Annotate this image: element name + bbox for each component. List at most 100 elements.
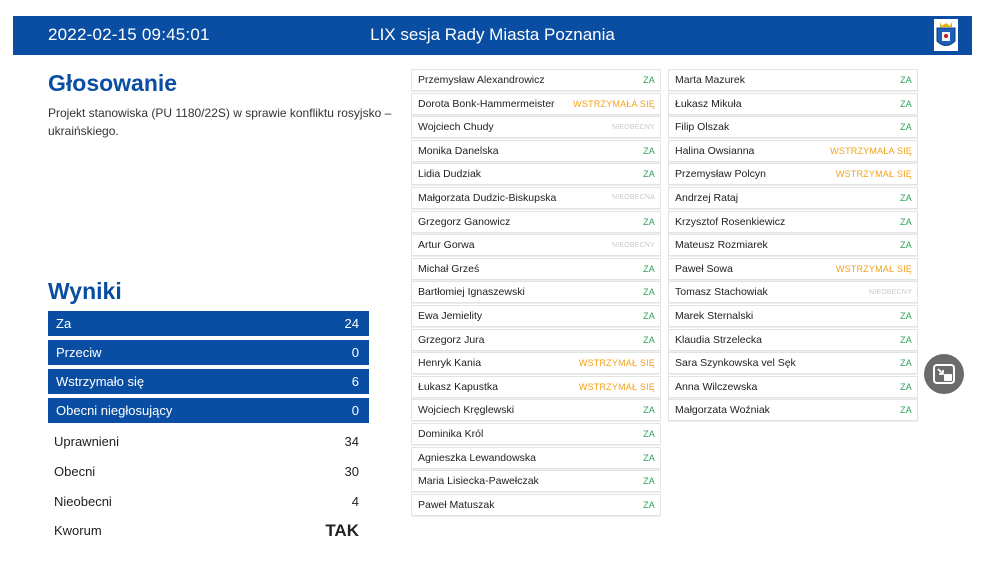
stat-label: Uprawnieni (54, 434, 120, 449)
councillor-name: Paweł Matuszak (418, 498, 495, 511)
session-datetime: 2022-02-15 09:45:01 (48, 25, 210, 44)
vote-row: Halina Owsianna WSTRZYMAŁA SIĘ (668, 139, 918, 162)
vote-value: ZA (900, 381, 912, 392)
councillor-name: Łukasz Mikuła (675, 97, 742, 110)
stat-uprawnieni: Uprawnieni 34 (48, 429, 369, 454)
vote-row: Łukasz Mikuła ZA (668, 92, 918, 115)
result-label: Za (56, 316, 72, 331)
vote-row: Filip Olszak ZA (668, 116, 918, 139)
vote-value: ZA (643, 476, 655, 487)
vote-row: Ewa Jemielity ZA (411, 304, 661, 327)
councillor-name: Halina Owsianna (675, 144, 755, 157)
vote-row: Agnieszka Lewandowska ZA (411, 446, 661, 469)
stat-value: 30 (344, 464, 359, 479)
councillor-name: Michał Grześ (418, 262, 480, 275)
vote-value: ZA (900, 310, 912, 321)
councillor-name: Grzegorz Jura (418, 333, 485, 346)
vote-value: ZA (643, 334, 655, 345)
councillor-name: Sara Szynkowska vel Sęk (675, 357, 796, 370)
councillor-name: Przemysław Alexandrowicz (418, 74, 545, 86)
vote-row: Dorota Bonk-Hammermeister WSTRZYMAŁA SIĘ (411, 92, 661, 115)
councillor-name: Maria Lisiecka-Pawełczak (418, 475, 539, 488)
result-label: Przeciw (56, 345, 102, 360)
vote-row: Bartłomiej Ignaszewski ZA (411, 281, 661, 304)
vote-value: ZA (643, 310, 655, 321)
vote-value: ZA (643, 287, 655, 298)
vote-row: Małgorzata Dudzic-Biskupska NIEOBECNA (411, 186, 661, 209)
councillor-name: Dominika Król (418, 427, 484, 440)
vote-row: Tomasz Stachowiak NIEOBECNY (668, 281, 918, 304)
councillor-name: Marta Mazurek (675, 74, 746, 86)
vote-value: ZA (900, 75, 912, 85)
result-label: Obecni niegłosujący (56, 403, 173, 418)
vote-row: Grzegorz Ganowicz ZA (411, 210, 661, 233)
vote-value: ZA (643, 216, 655, 227)
results-heading: Wyniki (48, 278, 122, 304)
vote-row: Dominika Król ZA (411, 422, 661, 445)
councillor-name: Ewa Jemielity (418, 309, 483, 322)
vote-row: Anna Wilczewska ZA (668, 375, 918, 398)
result-label: Wstrzymało się (56, 374, 145, 389)
picture-in-picture-button[interactable] (924, 354, 964, 394)
vote-value: WSTRZYMAŁ SIĘ (578, 358, 655, 369)
councillor-name: Anna Wilczewska (675, 380, 758, 393)
vote-value: WSTRZYMAŁA SIĘ (830, 145, 912, 156)
result-obecni-nieglosujacy: Obecni niegłosujący 0 (48, 398, 369, 423)
vote-value: ZA (643, 145, 655, 156)
councillor-name: Marek Sternalski (675, 309, 754, 322)
top-bar: 2022-02-15 09:45:01 LIX sesja Rady Miast… (13, 16, 972, 55)
vote-row: Lidia Dudziak ZA (411, 163, 661, 186)
vote-row: Przemysław Polcyn WSTRZYMAŁ SIĘ (668, 163, 918, 186)
councillor-name: Bartłomiej Ignaszewski (418, 286, 525, 299)
vote-row: Henryk Kania WSTRZYMAŁ SIĘ (411, 352, 661, 375)
councillor-name: Przemysław Polcyn (675, 168, 767, 181)
vote-value: ZA (643, 428, 655, 439)
councillor-name: Agnieszka Lewandowska (418, 451, 536, 464)
vote-row: Sara Szynkowska vel Sęk ZA (668, 352, 918, 375)
councillor-name: Paweł Sowa (675, 262, 733, 275)
vote-value: WSTRZYMAŁ SIĘ (578, 381, 655, 392)
result-value: 24 (344, 316, 359, 331)
vote-value: ZA (643, 169, 655, 180)
vote-row: Mateusz Rozmiarek ZA (668, 234, 918, 257)
stat-label: Kworum (54, 523, 102, 538)
vote-value: ZA (900, 122, 912, 133)
vote-row: Małgorzata Woźniak ZA (668, 399, 918, 422)
vote-value: ZA (900, 405, 912, 416)
stat-label: Obecni (54, 464, 96, 479)
session-title: LIX sesja Rady Miasta Poznania (370, 25, 615, 44)
vote-value: ZA (643, 452, 655, 463)
stat-value: 34 (344, 434, 359, 449)
vote-value: ZA (900, 358, 912, 369)
vote-row: Marta Mazurek ZA (668, 69, 918, 91)
vote-row: Wojciech Chudy NIEOBECNY (411, 116, 661, 139)
vote-value: NIEOBECNY (868, 288, 912, 296)
result-wstrzymalo: Wstrzymało się 6 (48, 369, 369, 394)
councillor-name: Monika Danelska (418, 144, 499, 157)
project-description: Projekt stanowiska (PU 1180/22S) w spraw… (48, 106, 392, 138)
vote-row: Paweł Matuszak ZA (411, 493, 661, 516)
city-crest-icon (934, 19, 958, 51)
councillor-name: Krzysztof Rosenkiewicz (675, 215, 786, 228)
councillor-name: Mateusz Rozmiarek (675, 239, 768, 252)
vote-value: ZA (900, 192, 912, 203)
result-przeciw: Przeciw 0 (48, 340, 369, 365)
vote-value: ZA (643, 499, 655, 510)
stat-value: 4 (351, 494, 359, 509)
vote-row: Monika Danelska ZA (411, 139, 661, 162)
councillor-name: Wojciech Kręglewski (418, 404, 515, 417)
vote-row: Łukasz Kapustka WSTRZYMAŁ SIĘ (411, 375, 661, 398)
vote-row: Andrzej Rataj ZA (668, 186, 918, 209)
votes-list-right: Marta Mazurek ZA Łukasz Mikuła ZA Filip Olsz… (668, 69, 918, 423)
vote-row: Paweł Sowa WSTRZYMAŁ SIĘ (668, 257, 918, 280)
votes-list-left: Przemysław Alexandrowicz ZA Dorota Bonk-Ha… (411, 69, 661, 517)
vote-row: Grzegorz Jura ZA (411, 328, 661, 351)
vote-row: Michał Grześ ZA (411, 257, 661, 280)
councillor-name: Dorota Bonk-Hammermeister (418, 97, 555, 110)
councillor-name: Wojciech Chudy (418, 121, 494, 134)
vote-value: WSTRZYMAŁA SIĘ (573, 98, 655, 109)
vote-value: ZA (900, 334, 912, 345)
result-za: Za 24 (48, 311, 369, 336)
stat-obecni: Obecni 30 (48, 459, 369, 484)
vote-row: Krzysztof Rosenkiewicz ZA (668, 210, 918, 233)
